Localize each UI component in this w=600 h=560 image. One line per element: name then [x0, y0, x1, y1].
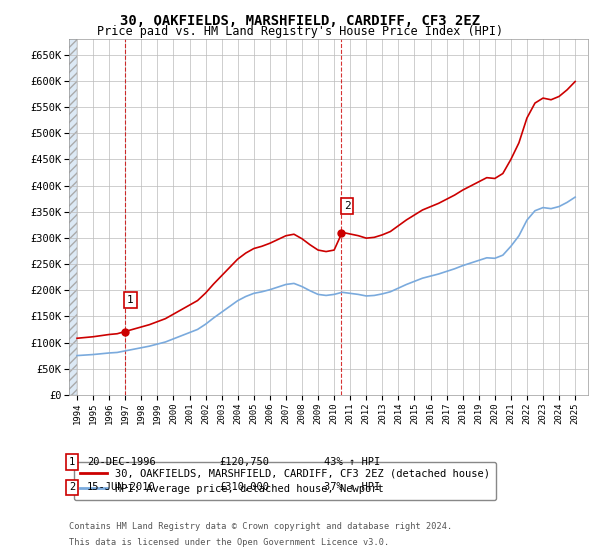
- Text: 37% ↑ HPI: 37% ↑ HPI: [324, 482, 380, 492]
- Text: 15-JUN-2010: 15-JUN-2010: [87, 482, 156, 492]
- Legend: 30, OAKFIELDS, MARSHFIELD, CARDIFF, CF3 2EZ (detached house), HPI: Average price: 30, OAKFIELDS, MARSHFIELD, CARDIFF, CF3 …: [74, 462, 496, 500]
- Text: This data is licensed under the Open Government Licence v3.0.: This data is licensed under the Open Gov…: [69, 538, 389, 547]
- Text: Contains HM Land Registry data © Crown copyright and database right 2024.: Contains HM Land Registry data © Crown c…: [69, 522, 452, 531]
- Text: 30, OAKFIELDS, MARSHFIELD, CARDIFF, CF3 2EZ: 30, OAKFIELDS, MARSHFIELD, CARDIFF, CF3 …: [120, 14, 480, 28]
- Text: 1: 1: [69, 457, 75, 467]
- Text: 20-DEC-1996: 20-DEC-1996: [87, 457, 156, 467]
- Text: Price paid vs. HM Land Registry's House Price Index (HPI): Price paid vs. HM Land Registry's House …: [97, 25, 503, 38]
- Text: 2: 2: [344, 201, 350, 211]
- Bar: [69, 39, 77, 395]
- Text: £120,750: £120,750: [219, 457, 269, 467]
- Text: 2: 2: [69, 482, 75, 492]
- Text: £310,000: £310,000: [219, 482, 269, 492]
- Text: 43% ↑ HPI: 43% ↑ HPI: [324, 457, 380, 467]
- Text: 1: 1: [127, 295, 134, 305]
